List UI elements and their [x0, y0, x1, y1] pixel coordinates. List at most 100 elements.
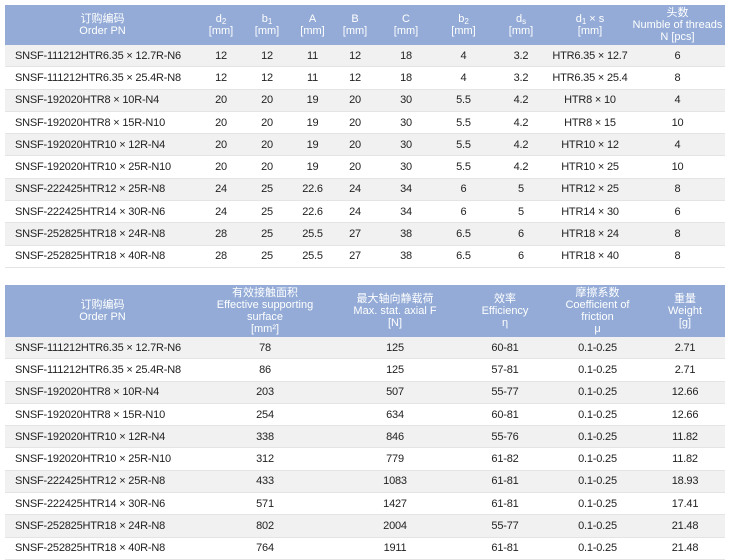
header-suffix: × s [589, 13, 605, 25]
cell: 6 [630, 200, 725, 224]
header-line: [g] [678, 317, 692, 329]
order-pn: SNSF-252825HTR18 × 24R-N8 [5, 222, 200, 246]
header-cell: 订购编码 Order PN [5, 285, 200, 337]
order-pn: SNSF-222425HTR14 × 30R-N6 [5, 200, 200, 224]
cell: 0.1-0.25 [550, 425, 645, 449]
cell: 5 [492, 200, 550, 224]
header-line: 头数 [666, 7, 689, 19]
cell: 12 [242, 66, 292, 90]
header-symbol: B [351, 13, 359, 25]
cell: 6 [435, 200, 492, 224]
cell: 17.41 [645, 492, 725, 516]
cell: 6 [492, 245, 550, 268]
cell: 25 [242, 178, 292, 202]
data-row: SNSF-111212HTR6.35 × 12.7R-N6 12 12 11 12 18 4… [5, 45, 725, 68]
cell: 4.2 [492, 111, 550, 135]
order-pn: SNSF-222425HTR12 × 25R-N8 [5, 178, 200, 202]
header-line: Max. stat. axial F [353, 305, 437, 317]
cell: HTR6.35 × 25.4 [550, 66, 630, 90]
data-row: SNSF-222425HTR14 × 30R-N6 24 25 22.6 24 34 6 5 H… [5, 200, 725, 224]
cell: 433 [200, 470, 330, 494]
cell: 25 [242, 245, 292, 268]
cell: HTR8 × 15 [550, 111, 630, 135]
cell: 21.48 [645, 537, 725, 560]
header-unit: [mm] [577, 25, 603, 37]
cell: 19 [292, 89, 333, 112]
cell: 55-77 [460, 514, 550, 538]
cell: 57-81 [460, 358, 550, 382]
cell: 28 [200, 222, 242, 246]
cell: 20 [242, 133, 292, 157]
header-line: 摩擦系数 [575, 287, 620, 299]
data-row: SNSF-111212HTR6.35 × 25.4R-N8 12 12 11 12 18 4… [5, 66, 725, 90]
dimensions-table: 订购编码 Order PN d2 [mm] b1 [mm] A [mm] B [mm] C [mm] b… [5, 5, 725, 268]
data-row: SNSF-252825HTR18 × 24R-N8 802 2004 55-77 0.1… [5, 514, 725, 538]
header-cell: d2 [mm] [200, 5, 242, 45]
cell: 10 [630, 155, 725, 179]
cell: 779 [330, 447, 460, 471]
header-cell: C [mm] [377, 5, 435, 45]
cell: 25 [242, 200, 292, 224]
cell: 0.1-0.25 [550, 537, 645, 560]
cell: HTR6.35 × 12.7 [550, 45, 630, 68]
header-cell: 摩擦系数 Coefficient of friction μ [550, 285, 645, 337]
cell: HTR8 × 10 [550, 89, 630, 112]
header-symbol: A [308, 13, 317, 25]
cell: 61-82 [460, 447, 550, 471]
cell: 11 [292, 45, 333, 68]
header-subscript: 1 [267, 17, 273, 26]
header-line: μ [594, 323, 601, 335]
cell: 12 [200, 45, 242, 68]
cell: 24 [200, 200, 242, 224]
cell: 27 [333, 222, 377, 246]
header-line: 最大轴向静载荷 [356, 293, 434, 305]
order-pn: SNSF-222425HTR14 × 30R-N6 [5, 492, 200, 516]
cell: 12.66 [645, 403, 725, 427]
cell: 2.71 [645, 337, 725, 360]
cell: 12 [200, 66, 242, 90]
cell: 27 [333, 245, 377, 268]
cell: 20 [242, 155, 292, 179]
header-row: 订购编码 Order PN d2 [mm] b1 [mm] A [mm] B [mm] C [mm] b… [5, 5, 725, 45]
cell: 1083 [330, 470, 460, 494]
cell: 60-81 [460, 337, 550, 360]
header-cell: B [mm] [333, 5, 377, 45]
cell: HTR18 × 40 [550, 245, 630, 268]
data-row: SNSF-252825HTR18 × 40R-N8 764 1911 61-81 0.1… [5, 537, 725, 560]
cell: 0.1-0.25 [550, 403, 645, 427]
cell: 507 [330, 381, 460, 404]
cell: 8 [630, 178, 725, 202]
header-cell: d1 × s [mm] [550, 5, 630, 45]
header-unit: [mm] [393, 25, 419, 37]
data-row: SNSF-252825HTR18 × 24R-N8 28 25 25.5 27 38 6.5… [5, 222, 725, 246]
cell: 25 [242, 222, 292, 246]
cell: 125 [330, 358, 460, 382]
header-cell: 重量 Weight [g] [645, 285, 725, 337]
order-pn: SNSF-192020HTR8 × 10R-N4 [5, 89, 200, 112]
cell: 12.66 [645, 381, 725, 404]
cell: 19 [292, 133, 333, 157]
data-row: SNSF-222425HTR12 × 25R-N8 24 25 22.6 24 34 6 5 H… [5, 178, 725, 202]
cell: 20 [242, 111, 292, 135]
cell: 60-81 [460, 403, 550, 427]
cell: 125 [330, 337, 460, 360]
cell: 6 [630, 45, 725, 68]
cell: 338 [200, 425, 330, 449]
header-cell: ds [mm] [492, 5, 550, 45]
cell: 5.5 [435, 89, 492, 112]
order-pn: SNSF-111212HTR6.35 × 12.7R-N6 [5, 45, 200, 68]
order-pn: SNSF-192020HTR10 × 12R-N4 [5, 425, 200, 449]
header-symbol: b [261, 13, 268, 25]
header-unit: [mm] [342, 25, 368, 37]
data-row: SNSF-192020HTR8 × 15R-N10 20 20 19 20 30 5.5 4.… [5, 111, 725, 135]
cell: 20 [333, 111, 377, 135]
order-pn: SNSF-192020HTR10 × 25R-N10 [5, 447, 200, 471]
header-unit: [mm] [254, 25, 280, 37]
cell: 4 [435, 45, 492, 68]
cell: 5.5 [435, 111, 492, 135]
data-row: SNSF-192020HTR8 × 10R-N4 20 20 19 20 30 5.5 4.2… [5, 89, 725, 112]
cell: 6 [492, 222, 550, 246]
cell: 20 [333, 155, 377, 179]
cell: HTR18 × 24 [550, 222, 630, 246]
header-subscript: s [522, 17, 527, 26]
